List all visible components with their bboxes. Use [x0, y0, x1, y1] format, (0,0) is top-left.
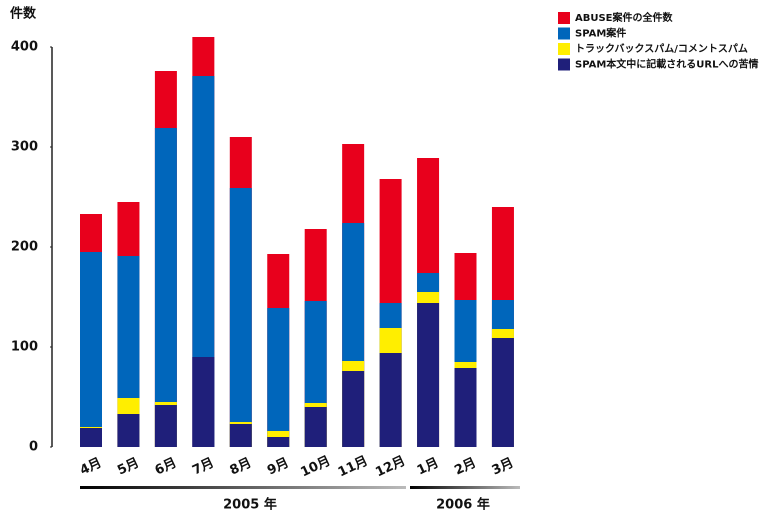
legend-swatch — [558, 43, 570, 55]
legend-label: SPAM本文中に記載されるURLへの苦情 — [575, 58, 759, 71]
x-tick-label: 2月 — [452, 456, 478, 479]
bar — [154, 128, 177, 447]
bar — [491, 338, 514, 447]
x-tick-label: 6月 — [153, 456, 179, 479]
bar — [229, 188, 252, 447]
bar — [417, 303, 440, 447]
x-tick-label: 3月 — [490, 456, 516, 479]
year-line — [80, 486, 406, 489]
bar — [117, 414, 140, 447]
bar — [342, 371, 365, 447]
y-tick-label: 400 — [11, 40, 38, 55]
y-tick-label: 100 — [11, 340, 38, 355]
bar — [80, 252, 102, 447]
x-tick-label: 5月 — [115, 456, 141, 479]
bar — [192, 76, 215, 447]
legend-swatch — [558, 58, 570, 71]
legend-swatch — [558, 27, 570, 40]
bar — [192, 357, 215, 447]
bar — [267, 308, 290, 447]
bar — [267, 437, 290, 447]
legend-label: ABUSE案件の全件数 — [575, 11, 674, 24]
bar — [154, 405, 177, 447]
x-tick-label: 4月 — [78, 456, 104, 479]
x-tick-label: 1月 — [415, 456, 441, 479]
legend-label: トラックバックスパム/コメントスパム — [575, 43, 748, 55]
x-tick-label: 8月 — [228, 456, 254, 479]
x-tick-label: 11月 — [336, 454, 371, 481]
y-tick-label: 300 — [11, 140, 38, 155]
year-label: 2005 年 — [223, 497, 277, 513]
bar — [379, 353, 402, 447]
year-label: 2006 年 — [436, 497, 490, 513]
x-tick-label: 9月 — [265, 456, 291, 479]
x-tick-label: 12月 — [373, 454, 408, 481]
x-tick-label: 7月 — [190, 456, 216, 479]
bar — [80, 428, 102, 447]
legend-label: SPAM案件 — [575, 27, 626, 40]
bar — [304, 407, 327, 447]
y-tick-label: 0 — [29, 440, 38, 455]
bar — [229, 424, 252, 447]
y-axis-label: 件数 — [10, 6, 37, 22]
bar — [454, 368, 477, 447]
year-line — [410, 486, 520, 489]
y-tick-label: 200 — [11, 240, 38, 255]
x-tick-label: 10月 — [298, 454, 333, 481]
legend-swatch — [558, 12, 570, 24]
